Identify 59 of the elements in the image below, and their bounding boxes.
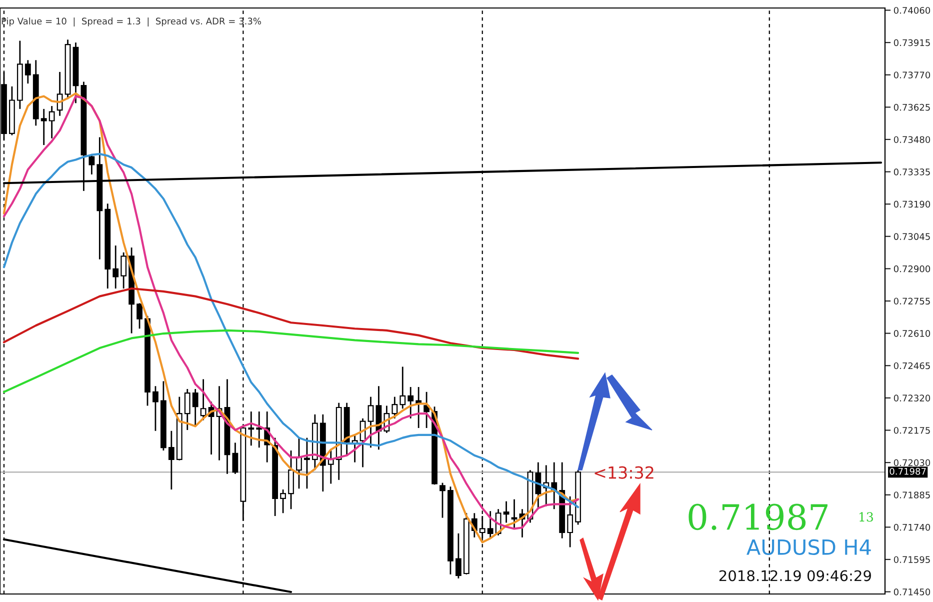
annotation: 13 [860, 512, 873, 522]
y-tick-label: 0.73480 [894, 136, 930, 144]
candlestick [456, 532, 462, 580]
y-tick-label: 0.72320 [894, 394, 930, 402]
y-tick-label: 0.72465 [894, 362, 930, 370]
candlestick [200, 378, 206, 421]
y-tick-label: 0.73625 [894, 104, 930, 111]
candlestick [136, 302, 142, 330]
y-tick-label: 0.74060 [894, 6, 930, 14]
ref-line-label: 0.71987 [890, 468, 926, 475]
candlestick [168, 430, 174, 490]
y-tick-label: 0.73915 [894, 39, 930, 46]
annotation: Pip Value = 10 | Spread = 1.3 | Spread vs. ADR = 3.3% [2, 17, 262, 27]
candlestick [368, 396, 374, 448]
candlestick [440, 482, 446, 518]
candlestick [120, 252, 127, 290]
candlestick [511, 498, 518, 530]
candlestick [192, 388, 198, 426]
candlestick [392, 396, 398, 420]
candlestick [112, 244, 119, 290]
annotation: 0.71987 [688, 504, 828, 530]
candlestick [232, 442, 238, 475]
candlestick [152, 385, 158, 432]
candlestick [248, 410, 254, 446]
y-tick-label: 0.73770 [894, 72, 930, 78]
line-series [2, 152, 580, 508]
y-tick-label: 0.72030 [894, 459, 930, 466]
y-tick-label: 0.72175 [894, 426, 930, 434]
candlestick [24, 59, 31, 84]
y-tick-label: 0.71450 [894, 588, 930, 596]
annotation: <13:32 [594, 466, 654, 479]
candlestick [288, 450, 294, 510]
y-tick-label: 0.71740 [894, 524, 930, 531]
candlestick [408, 386, 414, 420]
annotation: AUDUSD H4 [746, 539, 871, 556]
candlestick [296, 437, 302, 490]
y-tick-label: 0.73335 [894, 168, 930, 176]
candlestick [567, 496, 574, 548]
candlestick [424, 391, 430, 429]
line-series [2, 329, 580, 393]
candlestick [88, 153, 95, 176]
candlestick [40, 108, 47, 146]
candlestick [280, 488, 286, 514]
candlestick [184, 388, 190, 431]
y-tick-label: 0.73045 [894, 233, 930, 240]
annotation: 2018.12.19 09:46:29 [719, 570, 871, 582]
y-tick-label: 0.72900 [894, 265, 930, 272]
y-tick-label: 0.71885 [894, 492, 930, 498]
candlestick [535, 462, 542, 510]
y-tick-label: 0.71595 [894, 556, 930, 564]
line-series [2, 287, 580, 360]
candlestick [503, 500, 510, 524]
candlestick [400, 366, 406, 410]
y-tick-label: 0.72610 [894, 330, 930, 337]
candlestick [48, 105, 55, 140]
candlestick [304, 437, 310, 490]
candlestick [487, 510, 494, 539]
y-tick-label: 0.73190 [894, 200, 930, 208]
y-tick-label: 0.72755 [894, 298, 930, 305]
